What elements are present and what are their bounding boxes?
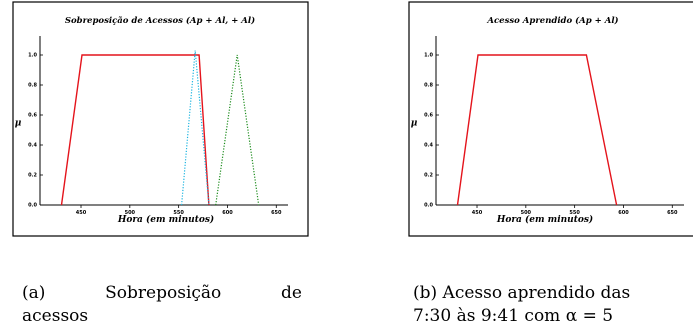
chart-a-x-tick-label: 500	[125, 210, 136, 216]
chart-a-y-tick-label: 1.0	[28, 53, 37, 59]
chart-b-x-tick-label: 500	[521, 210, 532, 216]
chart-b-y-tick-label: 0.6	[424, 113, 433, 119]
chart-a-series-2-line	[181, 50, 210, 206]
caption-a-line2: acessos	[22, 306, 89, 326]
caption-b-line2: 7:30 às 9:41 com α = 5	[413, 306, 614, 326]
chart-a-frame	[12, 1, 309, 237]
chart-b-y-tick-label: 1.0	[424, 53, 433, 59]
chart-a-x-tick-label: 550	[173, 210, 184, 216]
chart-b-svg: Acesso Aprendido (Ap + Al) 0.0 0.2 0.4 0.6 0.…	[408, 1, 693, 237]
chart-a-x-tick-label: 600	[222, 210, 233, 216]
chart-a-series-3-line	[215, 54, 260, 206]
chart-b-y-tick-label: 0.4	[424, 143, 433, 149]
caption-a-part-2: Sobreposição	[105, 283, 222, 303]
chart-a-series-1-line	[60, 54, 210, 206]
chart-b-x-tick-label: 450	[472, 210, 483, 216]
chart-a-y-tick-label: 0.6	[28, 113, 37, 119]
caption-a-part-1: (a)	[22, 283, 46, 303]
chart-b-x-tick-label: 600	[618, 210, 629, 216]
chart-a-x-tick-label: 650	[271, 210, 282, 216]
chart-a-x-axis-label: Hora (em minutos)	[117, 214, 214, 225]
caption-b-line1: (b) Acesso aprendido das	[413, 283, 631, 303]
chart-b-y-axis-label: μ	[411, 119, 418, 129]
chart-a-y-tick-label: 0.4	[28, 143, 37, 149]
chart-a-y-axis-label: μ	[15, 119, 22, 129]
chart-b-y-tick-label: 0.8	[424, 83, 433, 89]
chart-a-y-tick-label: 0.8	[28, 83, 37, 89]
chart-b-x-axis-label: Hora (em minutos)	[496, 214, 593, 225]
chart-a-y-tick-label: 0.0	[28, 203, 37, 209]
chart-a-svg: Sobreposição de Acessos (Ap + Al, + Al) 0…	[12, 1, 309, 237]
chart-panel-b: Acesso Aprendido (Ap + Al) 0.0 0.2 0.4 0.6 0.…	[405, 0, 693, 245]
caption-a-part-3: de	[281, 283, 302, 303]
chart-b-series-1-line	[456, 54, 618, 206]
chart-b-y-tick-label: 0.0	[424, 203, 433, 209]
chart-a-x-tick-label: 450	[76, 210, 87, 216]
caption-a-line1: (a) Sobreposição de	[22, 282, 302, 304]
chart-b-x-tick-label: 550	[569, 210, 580, 216]
chart-a-title: Sobreposição de Acessos (Ap + Al, + Al)	[65, 15, 255, 26]
chart-panel-a: Sobreposição de Acessos (Ap + Al, + Al) 0…	[0, 0, 310, 245]
chart-b-title: Acesso Aprendido (Ap + Al)	[486, 15, 618, 26]
chart-b-x-tick-label: 650	[667, 210, 678, 216]
chart-a-y-tick-label: 0.2	[28, 173, 37, 179]
chart-b-y-tick-label: 0.2	[424, 173, 433, 179]
chart-b-frame	[408, 1, 693, 237]
